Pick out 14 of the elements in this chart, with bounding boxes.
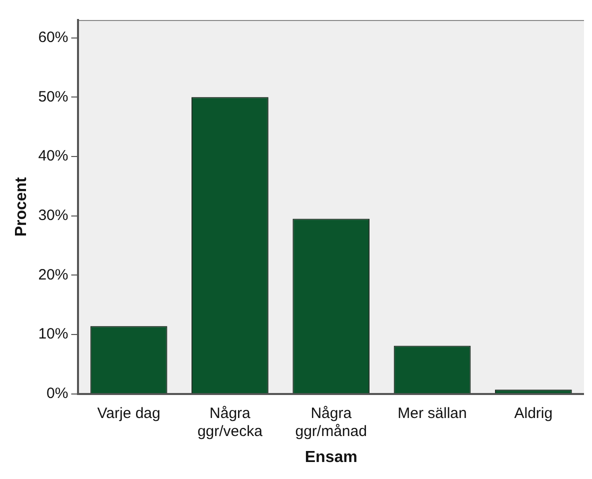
- y-tick-label: 60%: [38, 28, 68, 46]
- y-tick-label: 20%: [38, 266, 68, 284]
- x-tick-label: Aldrig: [514, 404, 553, 422]
- x-tick-label: Några ggr/månad: [295, 404, 367, 440]
- y-tick-label: 50%: [38, 88, 68, 106]
- x-axis-title: Ensam: [304, 448, 358, 466]
- y-axis-title: Procent: [13, 176, 30, 237]
- y-tick-label: 0%: [46, 384, 68, 402]
- x-tick-label: Mer sällan: [398, 404, 467, 422]
- x-tick-label: Varje dag: [97, 404, 160, 422]
- y-tick-label: 10%: [38, 326, 68, 343]
- y-tick-label: 30%: [38, 206, 68, 224]
- x-tick-label: Några ggr/vecka: [197, 404, 264, 440]
- y-tick-label: 40%: [38, 148, 68, 165]
